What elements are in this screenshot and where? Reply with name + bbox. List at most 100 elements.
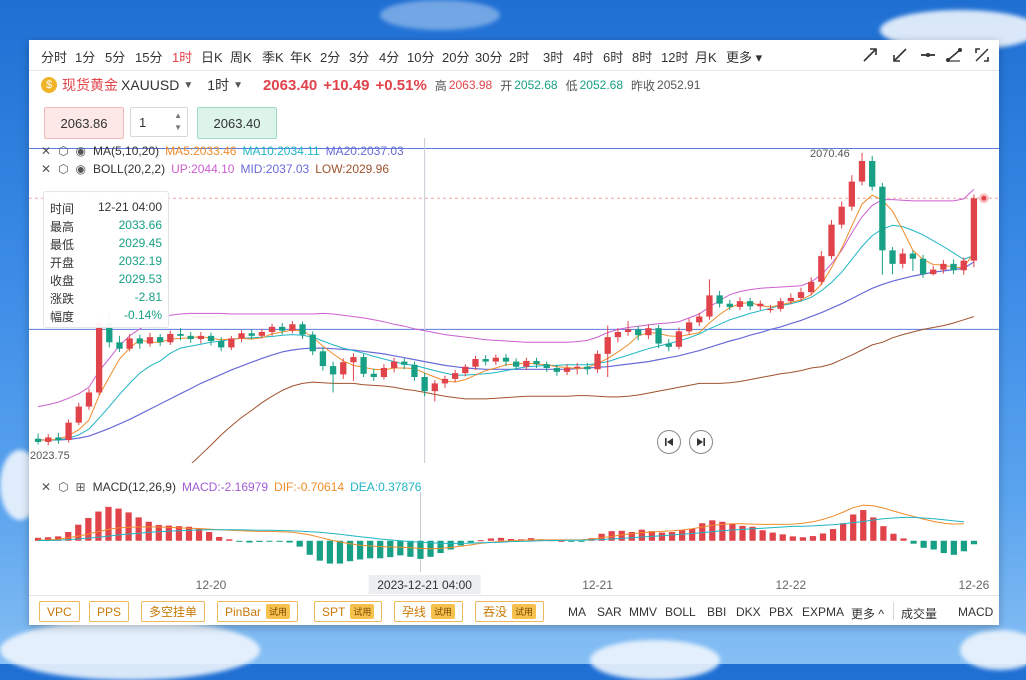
settings-icon[interactable]: ⬡	[58, 144, 69, 158]
tip-close-label: 收盘	[50, 274, 75, 288]
tab-7[interactable]: 季K	[262, 50, 284, 65]
symbol-name[interactable]: 现货黄金	[62, 77, 118, 93]
tab-0[interactable]: 分时	[41, 50, 68, 65]
candle	[685, 318, 693, 335]
indicator-option[interactable]: MACD	[958, 605, 994, 619]
candle	[909, 250, 917, 271]
macd-chart[interactable]	[29, 492, 999, 572]
interval-dropdown-icon[interactable]: ▼	[233, 79, 243, 91]
tag-button[interactable]: VPC	[39, 601, 80, 622]
stepper-arrows-icon[interactable]: ▲ ▼	[174, 111, 182, 132]
macd-bar	[105, 506, 112, 541]
dea-line	[38, 516, 964, 544]
candle	[401, 358, 408, 370]
ray-tool-icon[interactable]	[891, 46, 909, 64]
indicator-option[interactable]: BBI	[707, 605, 727, 619]
candle-body	[757, 303, 764, 307]
tag-button[interactable]: SPT 试用	[314, 601, 383, 622]
tab-12[interactable]: 10分	[407, 50, 435, 65]
tag-button[interactable]: 孕线 试用	[394, 601, 464, 622]
open-value: 2052.68	[514, 78, 558, 92]
visibility-icon[interactable]: ◉	[75, 144, 87, 158]
candlestick-chart[interactable]: 2070.46 2023.75	[29, 138, 999, 463]
tab-15[interactable]: 2时	[509, 50, 530, 65]
symbol-code[interactable]: XAUUSD	[121, 77, 180, 93]
candle-body	[797, 292, 805, 298]
close-icon[interactable]: ✕	[41, 480, 52, 494]
line-tool-icon[interactable]	[861, 46, 879, 64]
candle-body	[716, 295, 723, 304]
candle	[167, 330, 174, 345]
tab-8[interactable]: 年K	[290, 50, 312, 65]
tab-5[interactable]: 日K	[201, 50, 223, 65]
macd-bar	[336, 540, 344, 564]
tag-button[interactable]: PinBar 试用	[217, 601, 299, 622]
tab-22[interactable]: 更多 ▾	[726, 50, 763, 65]
tab-11[interactable]: 4分	[379, 50, 400, 65]
tab-4[interactable]: 1时	[172, 50, 193, 65]
tab-20[interactable]: 12时	[661, 50, 689, 65]
settings-icon[interactable]: ⬡	[58, 480, 69, 494]
indicator-option[interactable]: MA	[568, 605, 586, 619]
candle-body	[726, 303, 733, 307]
expand-icon[interactable]: ⊞	[75, 480, 86, 494]
candle	[563, 364, 571, 376]
buy-price-button[interactable]: 2063.40	[197, 107, 277, 139]
tag-button[interactable]: 吞没 试用	[475, 601, 545, 622]
candle	[187, 332, 194, 343]
tab-6[interactable]: 周K	[230, 50, 252, 65]
indicator-option[interactable]: 更多 ^	[851, 607, 884, 621]
candle-body	[218, 341, 225, 348]
tab-9[interactable]: 2分	[320, 50, 341, 65]
candle-body	[370, 373, 377, 377]
tab-10[interactable]: 3分	[349, 50, 370, 65]
visibility-icon[interactable]: ◉	[75, 162, 87, 176]
sell-price-button[interactable]: 2063.86	[44, 107, 124, 139]
indicator-option[interactable]: DKX	[736, 605, 761, 619]
indicator-option[interactable]: BOLL	[665, 605, 696, 619]
macd-bar	[910, 540, 917, 544]
tab-14[interactable]: 30分	[475, 50, 503, 65]
candle-body	[828, 224, 835, 257]
tab-19[interactable]: 8时	[632, 50, 653, 65]
dif-line	[37, 504, 964, 550]
prev-page-button[interactable]	[657, 430, 681, 454]
candle	[85, 388, 93, 410]
segment-tool-icon[interactable]	[945, 46, 963, 64]
tag-button[interactable]: PPS	[89, 601, 130, 622]
candle	[614, 328, 622, 343]
indicator-option[interactable]: EXPMA	[802, 605, 845, 619]
tab-3[interactable]: 15分	[135, 50, 163, 65]
tab-16[interactable]: 3时	[543, 50, 564, 65]
indicator-option[interactable]: MMV	[629, 605, 657, 619]
tab-17[interactable]: 4时	[573, 50, 594, 65]
indicator-option[interactable]: SAR	[597, 605, 622, 619]
indicator-option[interactable]: 成交量	[901, 607, 938, 621]
macd-bar	[135, 517, 142, 541]
macd-bar	[709, 520, 716, 541]
candle	[808, 277, 815, 296]
trial-badge: 试用	[431, 604, 456, 619]
candle-body	[665, 343, 672, 347]
close-icon[interactable]: ✕	[41, 144, 52, 158]
candle-body	[462, 366, 469, 374]
settings-icon[interactable]: ⬡	[58, 162, 69, 176]
interval-select[interactable]: 1时	[207, 77, 230, 93]
tag-button[interactable]: 多空挂单	[141, 601, 206, 622]
macd-bar	[920, 540, 927, 548]
background-cloud	[0, 620, 260, 680]
tab-18[interactable]: 6时	[603, 50, 624, 65]
quantity-stepper[interactable]: 1 ▲ ▼	[130, 107, 188, 137]
fullscreen-icon[interactable]	[973, 46, 991, 64]
horizontal-line-icon[interactable]	[919, 46, 937, 64]
tab-21[interactable]: 月K	[695, 50, 717, 65]
tab-2[interactable]: 5分	[105, 50, 126, 65]
tab-13[interactable]: 20分	[442, 50, 470, 65]
candle-body	[553, 368, 561, 372]
candle-body	[787, 297, 794, 302]
symbol-dropdown-icon[interactable]: ▼	[183, 79, 194, 91]
close-icon[interactable]: ✕	[41, 162, 52, 176]
next-page-button[interactable]	[689, 430, 713, 454]
indicator-option[interactable]: PBX	[769, 605, 794, 619]
tab-1[interactable]: 1分	[75, 50, 96, 65]
